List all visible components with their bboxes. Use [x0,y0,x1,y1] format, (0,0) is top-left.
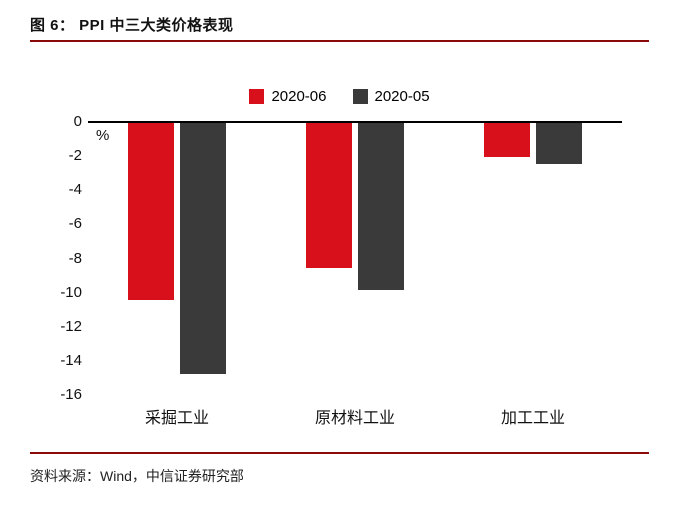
y-axis-unit-label: % [96,127,110,144]
category-label-采掘工业: 采掘工业 [144,410,209,427]
y-tick-label-0: 0 [73,113,82,130]
bar-2020-06-采掘工业 [128,123,174,300]
zero-axis-line [88,121,622,123]
y-tick-label--2: -2 [68,147,82,165]
source-text: 资料来源：Wind，中信证券研究部 [30,468,244,484]
category-label-加工工业: 加工工业 [500,410,565,427]
y-tick-label--10: -10 [60,283,82,301]
title-divider-rule [30,40,649,42]
footer-divider-rule [30,452,649,454]
y-tick-label--14: -14 [60,351,82,369]
bar-2020-06-加工工业 [484,123,530,157]
y-tick-label--8: -8 [68,249,82,267]
bar-2020-06-原材料工业 [306,123,352,268]
y-tick-label--12: -12 [60,317,82,335]
y-tick-label--4: -4 [68,181,82,199]
y-tick-label--16: -16 [60,386,82,403]
legend-swatch-2020-05 [352,89,368,104]
bar-2020-05-采掘工业 [180,123,226,374]
category-label-原材料工业: 原材料工业 [314,410,395,427]
legend-swatch-2020-06 [249,89,265,104]
bar-2020-05-原材料工业 [358,123,404,290]
bar-2020-05-加工工业 [536,123,582,164]
figure-title: 图 6： PPI 中三大类价格表现 [30,17,234,34]
y-tick-label--6: -6 [68,215,82,233]
legend-item-2020-05: 2020-05 [352,88,430,105]
legend-label: 2020-05 [374,88,430,105]
legend-item-2020-06: 2020-06 [249,88,327,105]
chart-legend: 2020-06 2020-05 [0,88,679,105]
legend-label: 2020-06 [271,88,327,105]
